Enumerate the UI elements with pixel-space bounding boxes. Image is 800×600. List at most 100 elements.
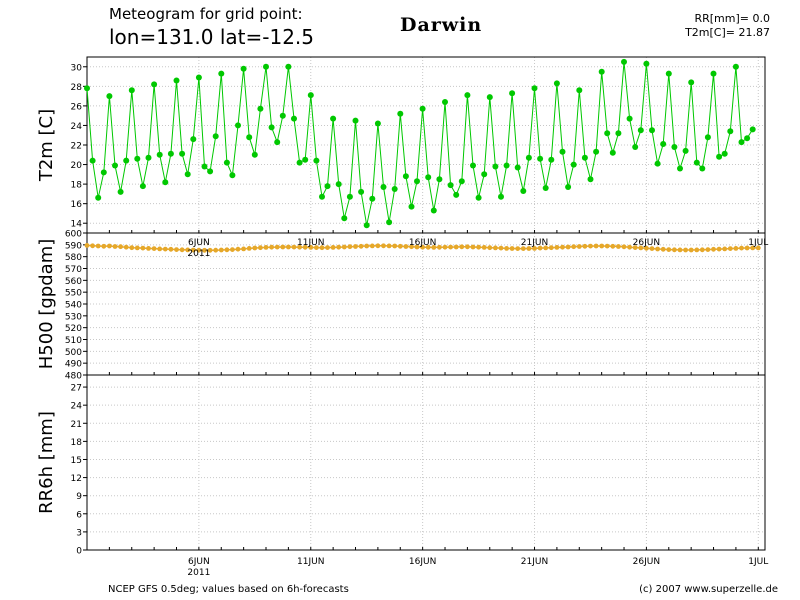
data-point (453, 244, 459, 250)
y-tick-label: 590 (65, 241, 82, 251)
data-point (196, 247, 202, 253)
data-point (269, 244, 274, 250)
data-point (374, 120, 381, 127)
data-point (632, 245, 638, 251)
data-point (218, 247, 224, 253)
y-tick-label: 530 (65, 312, 82, 322)
data-point (207, 168, 214, 175)
data-point (559, 148, 566, 155)
data-point (386, 219, 393, 226)
data-point (604, 130, 611, 137)
data-point (347, 244, 353, 250)
y-tick-label: 500 (65, 348, 82, 358)
data-point (414, 244, 420, 250)
data-point (162, 246, 168, 252)
data-point (201, 163, 208, 170)
data-point (251, 151, 258, 158)
data-point (363, 222, 370, 229)
data-point (84, 85, 90, 92)
y-tick-label: 480 (65, 372, 82, 382)
data-point (341, 215, 348, 222)
data-point (672, 247, 677, 253)
data-point (223, 159, 230, 166)
y-tick-label: 18 (71, 181, 83, 191)
data-point (699, 165, 706, 172)
data-point (442, 99, 448, 105)
data-point (106, 93, 113, 100)
y-tick-label: 30 (71, 63, 83, 73)
upper-x-tick-year: 2011 (187, 249, 210, 259)
y-tick-label: 26 (71, 102, 83, 112)
data-point (246, 134, 253, 141)
data-point (677, 165, 683, 172)
data-point (593, 243, 599, 249)
data-point (548, 156, 555, 163)
data-point (358, 188, 365, 195)
data-point (453, 191, 460, 198)
data-point (224, 247, 230, 253)
data-point (498, 245, 504, 251)
data-point (184, 171, 191, 178)
data-point (643, 60, 650, 67)
data-point (749, 126, 756, 133)
data-point (324, 183, 331, 190)
data-point (325, 245, 330, 251)
y-tick-label: 580 (65, 253, 82, 263)
data-point (151, 246, 157, 252)
copyright-note: (c) 2007 www.superzelle.de (639, 584, 778, 595)
data-point (492, 163, 499, 170)
data-point (168, 246, 174, 252)
data-point (738, 139, 745, 146)
data-point (487, 245, 493, 251)
data-point (291, 244, 297, 250)
data-point (386, 243, 392, 249)
data-point (688, 247, 694, 253)
data-point (627, 244, 632, 250)
data-point (711, 246, 716, 252)
data-point (588, 243, 593, 249)
data-source-note: NCEP GFS 0.5deg; values based on 6h-fore… (108, 584, 349, 595)
data-point (252, 245, 258, 251)
data-point (101, 243, 107, 249)
data-point (537, 155, 544, 162)
data-point (190, 247, 196, 253)
data-point (431, 245, 437, 250)
upper-x-tick-label: 11JUN (297, 238, 324, 248)
data-point (582, 243, 588, 249)
data-point (140, 245, 146, 251)
data-point (162, 179, 169, 186)
data-point (721, 150, 728, 157)
data-point (213, 247, 219, 253)
data-point (173, 77, 180, 84)
data-point (654, 160, 661, 167)
data-point (437, 244, 442, 250)
y-axis-label: RR6h [mm] (36, 411, 57, 514)
data-point (179, 247, 185, 253)
data-point (548, 245, 554, 251)
data-point (526, 246, 532, 251)
lower-x-tick-year: 2011 (187, 568, 210, 578)
data-point (509, 90, 516, 97)
data-point (727, 128, 734, 135)
data-point (481, 171, 488, 178)
data-point (475, 194, 482, 201)
lower-x-tick-label: 26JUN (633, 557, 660, 567)
data-point (263, 245, 269, 250)
upper-x-tick-label: 16JUN (409, 238, 436, 248)
data-point (212, 133, 219, 140)
y-tick-label: 550 (65, 289, 82, 299)
data-point (84, 243, 90, 248)
lower-x-tick-label: 16JUN (409, 557, 436, 567)
data-point (515, 246, 521, 252)
y-tick-label: 12 (71, 474, 82, 484)
data-point (274, 244, 280, 250)
data-point (364, 243, 370, 249)
data-point (123, 157, 130, 164)
y-tick-label: 28 (71, 83, 83, 93)
data-point (599, 243, 605, 249)
data-point (486, 94, 493, 101)
data-point (565, 244, 571, 250)
data-point (336, 244, 342, 250)
data-point (671, 144, 678, 150)
data-point (459, 244, 465, 250)
